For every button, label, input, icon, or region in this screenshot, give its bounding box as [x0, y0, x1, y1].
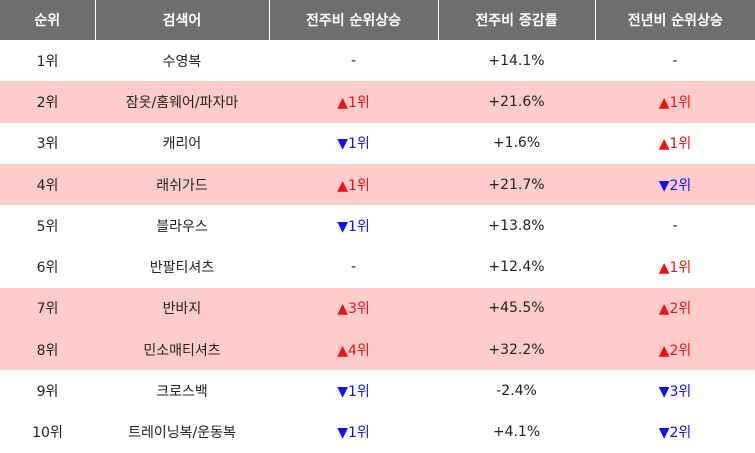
rank-cell: 1위 [36, 53, 59, 70]
week-rank-change-cell: - [350, 52, 357, 69]
year-rank-change-cell: - [672, 52, 678, 69]
week-rank-change-cell: ▼1위 [337, 136, 370, 153]
year-rank-change-cell: ▲1위 [658, 94, 692, 111]
year-rank-change-cell: ▼2위 [658, 425, 692, 442]
table-row: 10위 트레이닝복/운동복 ▼1위 +4.1% ▼2위 [0, 412, 755, 453]
year-rank-change-cell: ▲1위 [658, 260, 692, 277]
rank-cell: 8위 [36, 342, 59, 359]
week-rank-change-cell: ▼1위 [337, 384, 370, 401]
week-rate-change-cell: +1.6% [492, 135, 541, 152]
table-row: 7위 반바지 ▲3위 +45.5% ▲2위 [0, 287, 755, 330]
search-term-cell: 트레이닝복/운동복 [128, 425, 236, 442]
week-rank-change-cell: - [350, 259, 357, 276]
table-row: 6위 반팔티셔츠 - +12.4% ▲1위 [0, 246, 755, 287]
week-rate-change-cell: +12.4% [488, 259, 545, 276]
week-rate-change-cell: +21.7% [488, 176, 545, 193]
search-term-cell: 민소매티셔츠 [143, 342, 221, 359]
search-term-cell: 블라우스 [156, 218, 208, 235]
search-term-cell: 캐리어 [162, 136, 202, 153]
week-rate-change-cell: +14.1% [488, 52, 545, 69]
year-rank-change-cell: ▲1위 [658, 136, 692, 153]
week-rate-change-cell: -2.4% [496, 383, 537, 400]
search-term-cell: 크로스백 [156, 384, 208, 401]
week-rate-change-cell: +21.6% [488, 93, 545, 110]
year-rank-change-cell: ▼2위 [658, 177, 692, 194]
week-rank-change-cell: ▲1위 [337, 177, 370, 194]
week-rank-change-cell: ▼1위 [337, 218, 370, 235]
header-week-rate-change: 전주비 증감률 [438, 0, 596, 40]
table-row: 2위 잠옷/홈웨어/파자마 ▲1위 +21.6% ▲1위 [0, 81, 755, 123]
header-week-rank-change: 전주비 순위상승 [269, 0, 439, 40]
header-rank: 순위 [0, 0, 96, 40]
rank-cell: 7위 [36, 301, 59, 318]
rank-cell: 10위 [32, 425, 63, 442]
rank-cell: 5위 [36, 218, 59, 235]
table-header: 순위 검색어 전주비 순위상승 전주비 증감률 전년비 순위상승 [0, 0, 755, 40]
rank-cell: 6위 [36, 260, 59, 277]
week-rank-change-cell: ▲3위 [337, 301, 370, 318]
week-rate-change-cell: +4.1% [492, 424, 541, 441]
search-term-cell: 반바지 [162, 301, 202, 318]
year-rank-change-cell: ▲2위 [658, 342, 692, 359]
table-row: 4위 래쉬가드 ▲1위 +21.7% ▼2위 [0, 163, 755, 206]
week-rank-change-cell: ▲4위 [337, 342, 370, 359]
rank-cell: 3위 [36, 136, 59, 153]
header-search-term: 검색어 [95, 0, 270, 40]
table-row: 8위 민소매티셔츠 ▲4위 +32.2% ▲2위 [0, 329, 755, 371]
search-term-cell: 래쉬가드 [156, 177, 208, 194]
search-term-cell: 반팔티셔츠 [149, 260, 215, 277]
search-term-cell: 잠옷/홈웨어/파자마 [125, 94, 239, 111]
search-term-cell: 수영복 [162, 53, 202, 70]
table-row: 9위 크로스백 ▼1위 -2.4% ▼3위 [0, 370, 755, 411]
week-rate-change-cell: +13.8% [488, 217, 545, 234]
week-rate-change-cell: +45.5% [488, 300, 545, 317]
week-rank-change-cell: ▲1위 [337, 94, 370, 111]
table-body: 1위 수영복 - +14.1% - 2위 잠옷/홈웨어/파자마 ▲1위 +21.… [0, 40, 755, 453]
year-rank-change-cell: - [672, 217, 678, 234]
year-rank-change-cell: ▼3위 [658, 384, 692, 401]
table-row: 5위 블라우스 ▼1위 +13.8% - [0, 205, 755, 246]
week-rank-change-cell: ▼1위 [337, 425, 370, 442]
year-rank-change-cell: ▲2위 [658, 301, 692, 318]
table-row: 3위 캐리어 ▼1위 +1.6% ▲1위 [0, 123, 755, 164]
rank-cell: 4위 [36, 177, 59, 194]
rank-cell: 2위 [36, 94, 59, 111]
header-row: 순위 검색어 전주비 순위상승 전주비 증감률 전년비 순위상승 [0, 0, 755, 40]
rank-cell: 9위 [36, 384, 59, 401]
table-row: 1위 수영복 - +14.1% - [0, 40, 755, 81]
header-year-rank-change: 전년비 순위상승 [627, 13, 723, 29]
week-rate-change-cell: +32.2% [488, 341, 545, 358]
